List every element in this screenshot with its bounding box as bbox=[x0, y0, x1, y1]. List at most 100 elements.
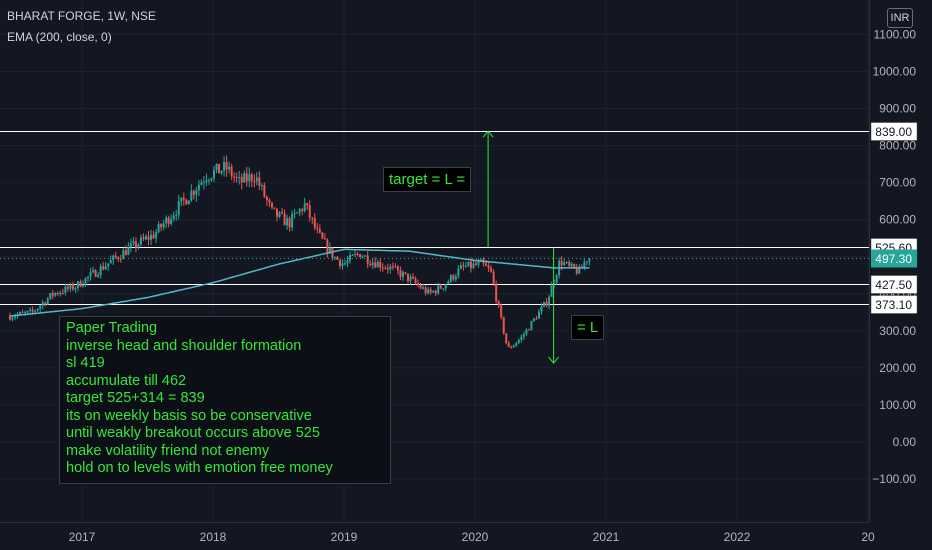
candle-body bbox=[117, 257, 120, 259]
candle-body bbox=[233, 176, 236, 178]
candle-body bbox=[361, 256, 364, 258]
candle-body bbox=[573, 264, 576, 269]
candle-body bbox=[296, 212, 299, 214]
candle-body bbox=[454, 276, 457, 280]
indicator-legend[interactable]: EMA (200, close, 0) bbox=[7, 30, 112, 44]
candle-body bbox=[497, 301, 500, 306]
candle-body bbox=[150, 234, 153, 240]
candle-body bbox=[401, 272, 404, 278]
candle-body bbox=[379, 261, 382, 268]
candle-body bbox=[288, 218, 291, 228]
candle-body bbox=[192, 190, 195, 195]
candle-body bbox=[270, 202, 273, 208]
candle-body bbox=[349, 255, 352, 261]
candle-body bbox=[253, 181, 256, 183]
candle-body bbox=[142, 237, 145, 240]
candle-body bbox=[452, 275, 455, 280]
candle-body bbox=[258, 177, 261, 186]
candle-body bbox=[412, 276, 415, 279]
candle-body bbox=[495, 284, 498, 302]
candle-body bbox=[548, 296, 551, 306]
candle-body bbox=[34, 310, 37, 312]
candle-body bbox=[406, 273, 409, 281]
arrow-head bbox=[482, 130, 494, 138]
candle-body bbox=[160, 224, 163, 228]
note-line: inverse head and shoulder formation bbox=[66, 337, 302, 354]
candle-body bbox=[281, 212, 284, 214]
candle-body bbox=[195, 190, 198, 195]
candle-body bbox=[144, 236, 147, 240]
equal-l-annotation: = L bbox=[571, 315, 605, 340]
candle-body bbox=[351, 254, 354, 256]
candle-body bbox=[84, 278, 87, 285]
candle-body bbox=[565, 261, 568, 263]
currency-button[interactable]: INR bbox=[887, 8, 913, 28]
candle-body bbox=[439, 285, 442, 289]
candle-body bbox=[223, 162, 226, 171]
y-tick-label: 800.00 bbox=[879, 139, 916, 153]
x-tick-label: 2020 bbox=[462, 530, 489, 544]
note-line: make volatility friend not enemy bbox=[66, 442, 270, 459]
candle-body bbox=[374, 262, 377, 268]
x-tick-label: 2019 bbox=[331, 530, 358, 544]
candle-body bbox=[114, 255, 117, 258]
candle-body bbox=[429, 289, 432, 293]
candle-body bbox=[449, 275, 452, 282]
candle-body bbox=[56, 292, 59, 295]
candle-body bbox=[213, 170, 216, 179]
candle-body bbox=[457, 268, 460, 277]
candle-body bbox=[366, 255, 369, 264]
candle-body bbox=[417, 282, 420, 286]
y-tick-label: 200.00 bbox=[879, 361, 916, 375]
candle-body bbox=[444, 284, 447, 289]
candle-body bbox=[376, 261, 379, 268]
chart-title[interactable]: BHARAT FORGE, 1W, NSE bbox=[7, 9, 156, 23]
candle-body bbox=[555, 275, 558, 283]
candle-body bbox=[550, 285, 553, 297]
candle-body bbox=[29, 309, 32, 311]
candle-body bbox=[185, 199, 188, 205]
level-price-label: 427.50 bbox=[875, 278, 912, 292]
candle-body bbox=[364, 255, 367, 257]
candle-body bbox=[336, 257, 339, 260]
x-tick-label: 2018 bbox=[200, 530, 227, 544]
candle-body bbox=[510, 347, 513, 349]
candle-body bbox=[553, 282, 556, 286]
candle-body bbox=[59, 292, 62, 295]
candle-body bbox=[301, 209, 304, 212]
candle-body bbox=[487, 265, 490, 268]
note-line: target 525+314 = 839 bbox=[66, 390, 205, 406]
candle-body bbox=[404, 272, 407, 274]
x-tick-label: 2022 bbox=[724, 530, 751, 544]
candle-body bbox=[207, 179, 210, 181]
candle-body bbox=[167, 217, 170, 224]
candle-body bbox=[265, 196, 268, 201]
candle-body bbox=[97, 275, 100, 277]
candle-body bbox=[74, 287, 77, 290]
candle-body bbox=[306, 203, 309, 206]
candle-body bbox=[170, 218, 173, 224]
candle-body bbox=[87, 276, 90, 279]
candle-body bbox=[172, 215, 175, 219]
candle-body bbox=[44, 302, 47, 305]
candle-body bbox=[220, 170, 223, 174]
candle-body bbox=[321, 232, 324, 239]
candle-body bbox=[129, 243, 132, 248]
candle-body bbox=[182, 197, 185, 200]
candle-body bbox=[359, 254, 362, 258]
note-line: accumulate till 462 bbox=[66, 372, 187, 389]
y-tick-label: 900.00 bbox=[879, 102, 916, 116]
arrow-head bbox=[548, 356, 559, 364]
candle-body bbox=[298, 209, 301, 213]
candle-body bbox=[260, 185, 263, 187]
candle-body bbox=[328, 247, 331, 253]
x-tick-label: 20 bbox=[861, 530, 875, 544]
candle-body bbox=[575, 268, 578, 274]
y-tick-label: 1000.00 bbox=[873, 65, 917, 79]
candle-body bbox=[202, 182, 205, 184]
candle-body bbox=[64, 286, 67, 293]
candle-body bbox=[525, 329, 528, 335]
x-tick-label: 2021 bbox=[593, 530, 620, 544]
candle-body bbox=[286, 218, 289, 226]
candle-body bbox=[517, 339, 520, 343]
